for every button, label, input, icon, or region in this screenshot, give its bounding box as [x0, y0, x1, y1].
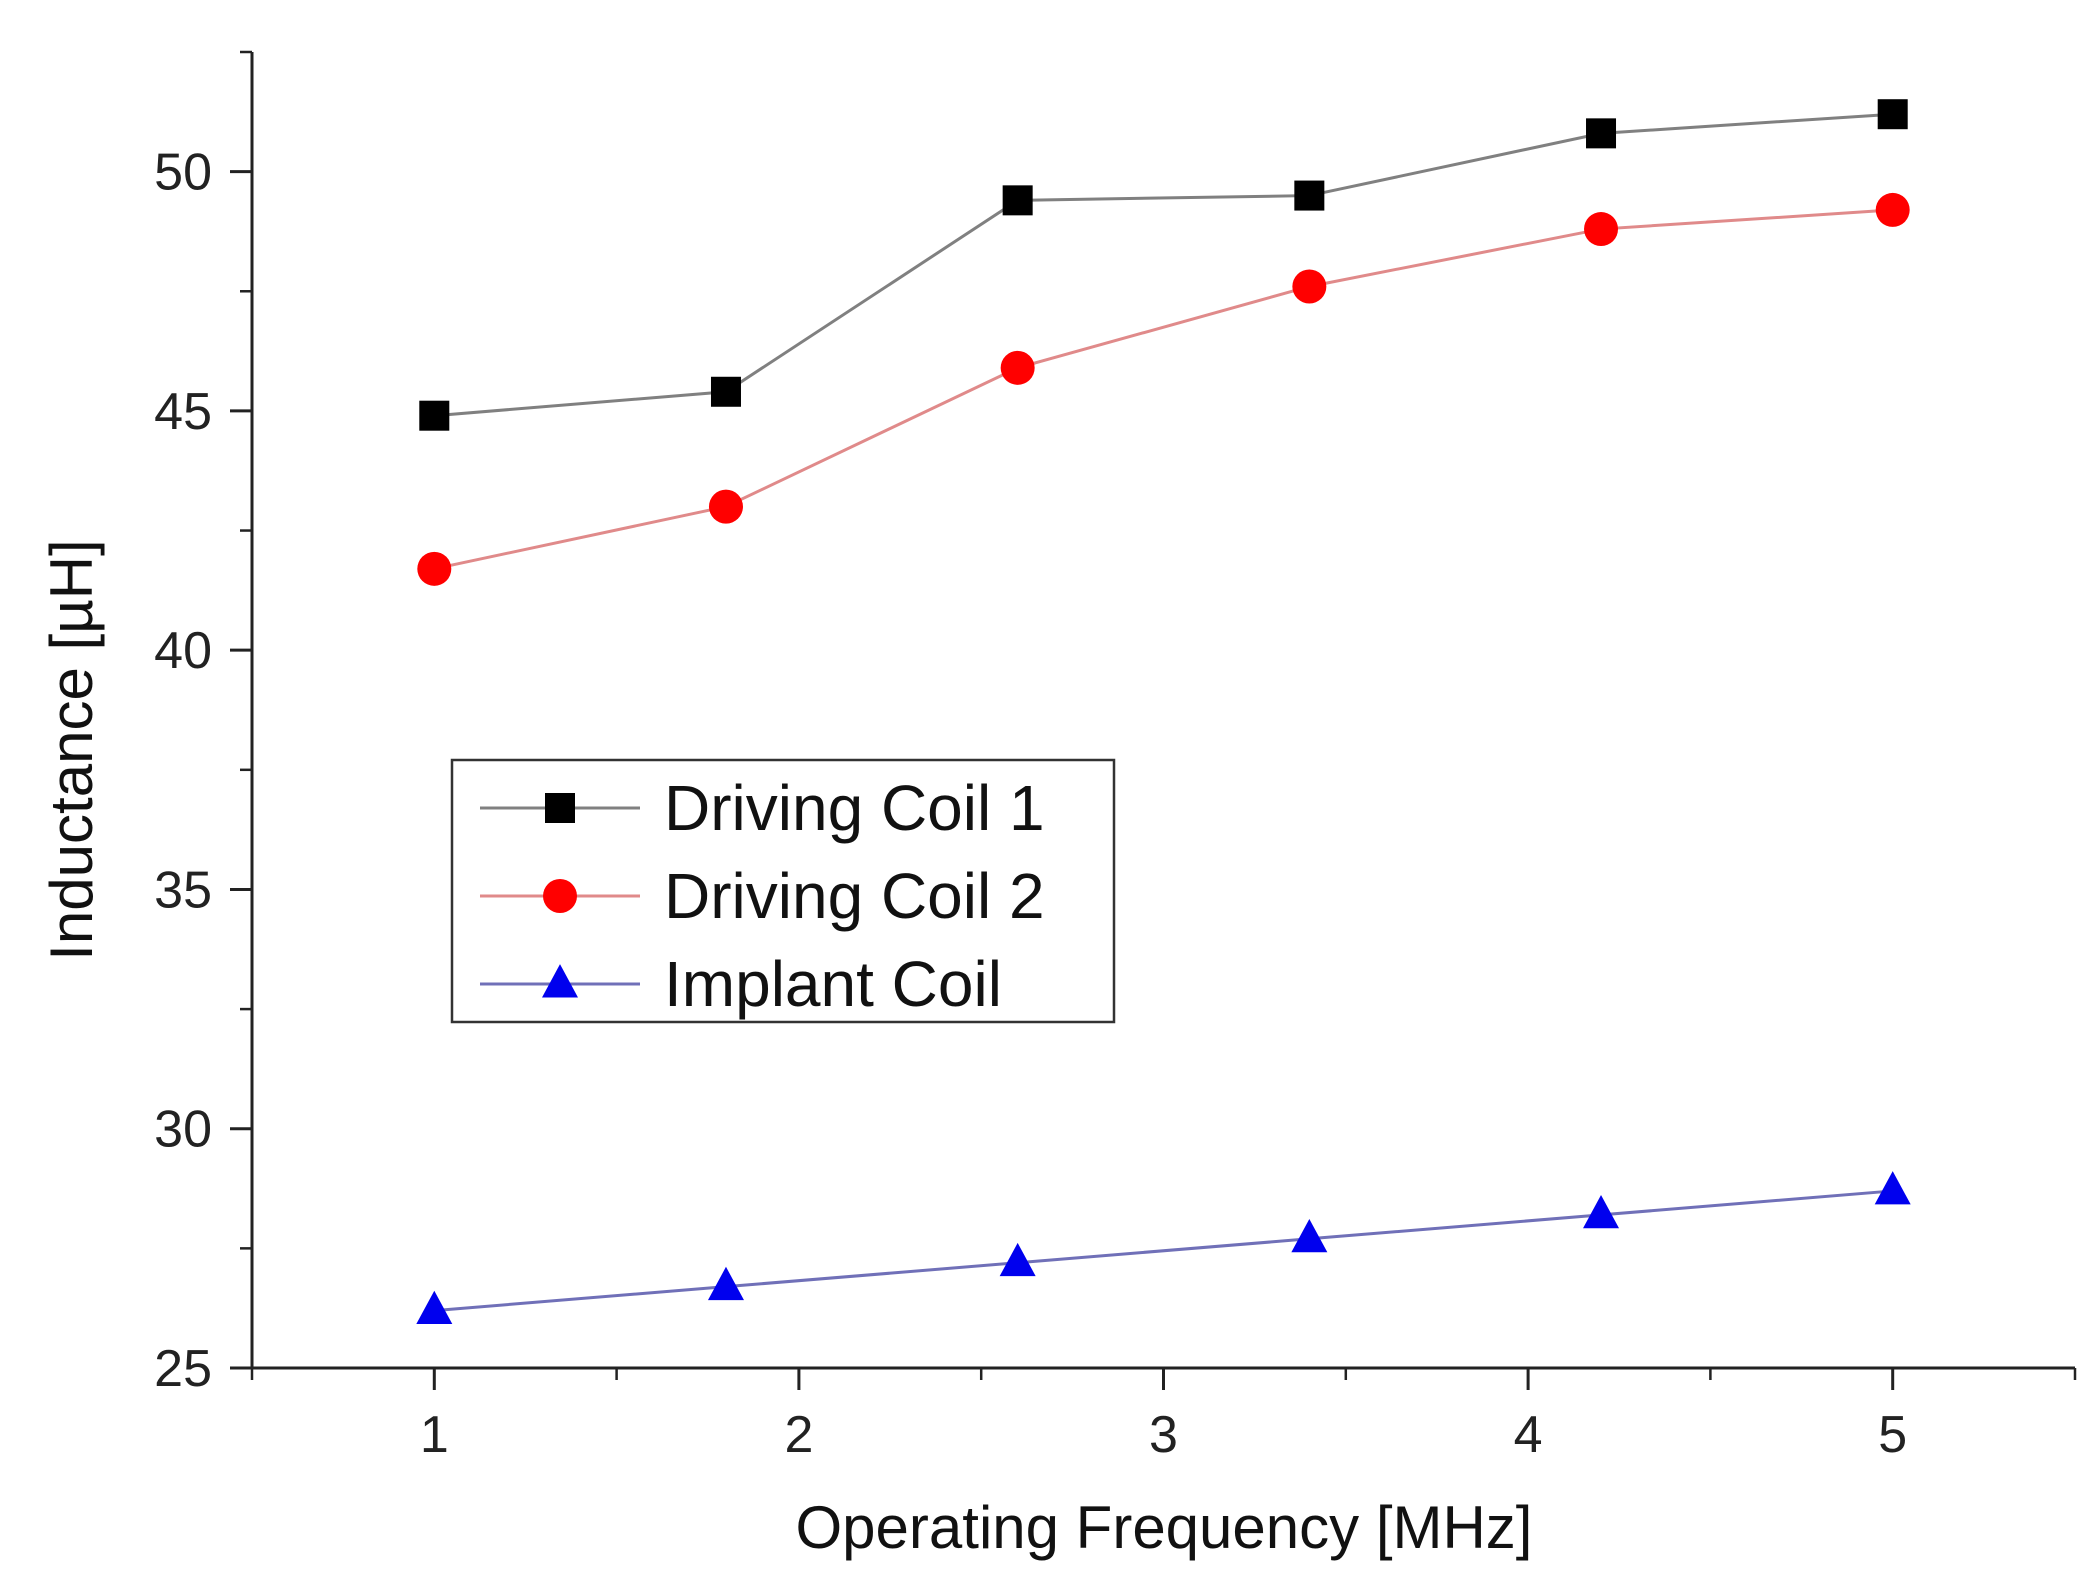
y-tick-label: 25	[154, 1340, 212, 1398]
data-point-series-3	[1291, 1218, 1328, 1253]
data-point-series-1	[710, 376, 741, 407]
x-tick-label: 2	[784, 1406, 813, 1464]
data-point-series-2	[708, 489, 743, 524]
data-point-series-3	[1874, 1171, 1911, 1205]
legend-marker-1	[545, 793, 575, 823]
legend-label-2: Driving Coil 2	[664, 860, 1045, 932]
legend-label-1: Driving Coil 1	[664, 772, 1045, 844]
data-point-series-3	[707, 1266, 744, 1301]
legend-marker-3	[542, 964, 578, 998]
y-tick-label: 35	[154, 861, 212, 919]
legend: Driving Coil 1 Driving Coil 2 Implant Coil	[450, 758, 1116, 1024]
data-point-series-2	[417, 551, 452, 586]
x-tick-label: 4	[1514, 1406, 1543, 1464]
series-markers	[416, 99, 1911, 1325]
data-point-series-3	[416, 1290, 453, 1325]
x-tick-label: 5	[1878, 1406, 1907, 1464]
x-tick-label: 1	[420, 1406, 449, 1464]
data-point-series-2	[1875, 192, 1910, 227]
y-tick-label: 30	[154, 1101, 212, 1159]
data-point-series-1	[419, 400, 450, 431]
legend-label-3: Implant Coil	[664, 948, 1002, 1020]
data-point-series-2	[1000, 350, 1035, 385]
data-point-series-1	[1877, 99, 1908, 130]
y-tick-label: 45	[154, 383, 212, 441]
series-lines	[433, 112, 1893, 1313]
series-line-3	[434, 1189, 1893, 1313]
data-point-series-3	[999, 1242, 1036, 1277]
data-point-series-1	[1294, 180, 1325, 211]
series-line-2	[433, 208, 1893, 571]
data-point-series-1	[1586, 118, 1617, 149]
x-axis-label: Operating Frequency [MHz]	[796, 1494, 1533, 1561]
y-tick-label: 50	[154, 144, 212, 202]
y-axis-label: Inductance [µH]	[38, 539, 105, 960]
data-point-series-1	[1002, 185, 1033, 216]
data-point-series-3	[1583, 1195, 1620, 1229]
y-tick-label: 40	[154, 622, 212, 680]
series-line-1	[434, 112, 1893, 418]
legend-marker-2	[543, 879, 577, 913]
data-point-series-2	[1584, 212, 1619, 247]
x-tick-label: 3	[1149, 1406, 1178, 1464]
data-point-series-2	[1292, 269, 1327, 304]
